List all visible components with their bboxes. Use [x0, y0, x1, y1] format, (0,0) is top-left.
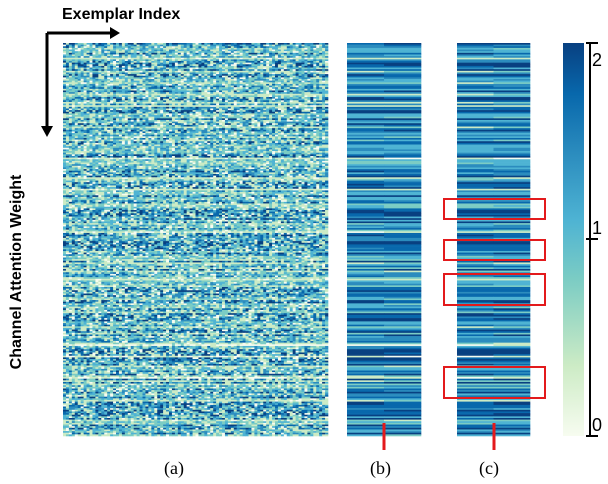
y-axis-title: Channel Attention Weight — [8, 174, 25, 369]
x-axis-arrow-head — [110, 27, 120, 39]
x-axis-title: Exemplar Index — [62, 6, 180, 23]
y-axis-arrow-head — [41, 126, 53, 137]
heatmap-panel-a — [63, 43, 328, 436]
